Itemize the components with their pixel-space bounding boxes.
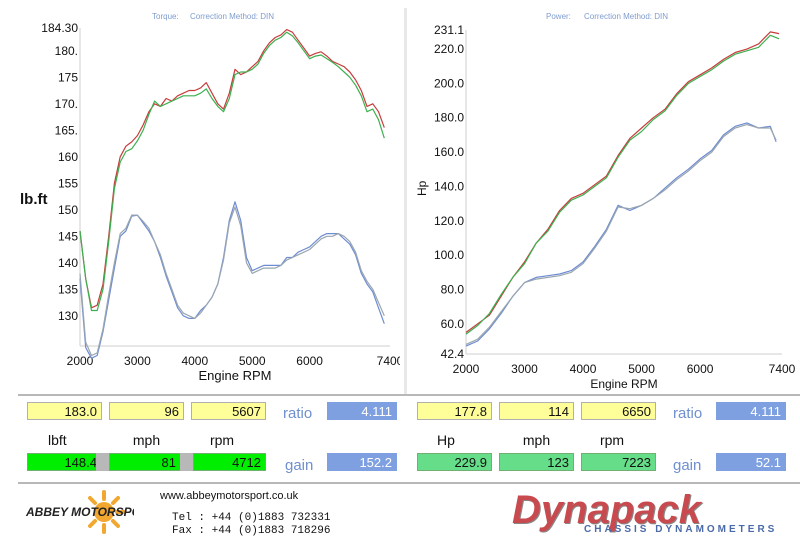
torque-header: lbft [48,432,67,448]
x-tick-label: 7400 [769,362,796,376]
y-tick-label: 220.0 [434,42,464,56]
y-tick-label: 180.0 [434,111,464,125]
y-tick-label: 150 [58,203,78,217]
power-header: Hp [437,432,455,448]
x-axis-label: Engine RPM [199,368,272,383]
peak-power-value: 177.8 [417,402,492,420]
current-rpm-value: 4712 [193,453,266,471]
x-tick-label: 6000 [687,362,714,376]
y-tick-label: 100.0 [434,248,464,262]
fax: Fax : +44 (0)1883 718296 [172,525,331,537]
peak-power-rpm-value: 6650 [581,402,656,420]
y-tick-label: 120.0 [434,214,464,228]
current-mph-value: 123 [499,453,574,471]
series-line-run1-green [465,34,780,335]
gain-value: 152.2 [327,453,397,471]
peak-power-mph-value: 114 [499,402,574,420]
current-rpm-value: 7223 [581,453,656,471]
mph-header: mph [522,432,551,448]
x-tick-label: 2000 [453,362,480,376]
separator-block [96,453,109,471]
ratio-label: ratio [283,405,313,422]
chart-title-prefix: Torque: [152,12,179,21]
rpm-header: rpm [209,432,235,448]
y-axis-label: lb.ft [20,191,48,208]
results-bottom-rule [18,482,800,484]
torque-chart: Torque: Correction Method: DIN 184.30 180. 1… [20,12,400,383]
mph-header: mph [132,432,161,448]
rpm-header: rpm [599,432,625,448]
y-tick-label: 60.0 [441,317,465,331]
x-tick-label: 7400 [377,354,400,368]
chart-title-method: Correction Method: DIN [584,12,668,21]
x-tick-label: 4000 [570,362,597,376]
x-tick-label: 5000 [628,362,655,376]
gain-label: gain [285,457,314,474]
peak-torque-mph-value: 96 [109,402,184,420]
y-tick-label: 180. [55,44,78,58]
y-tick-label: 140 [58,256,78,270]
dynapack-tagline: CHASSIS DYNAMOMETERS [584,524,778,535]
y-tick-label: 175 [58,70,78,84]
x-tick-label: 4000 [181,354,208,368]
x-tick-label: 2000 [67,354,94,368]
dynapack-logo: Dynapack [512,488,701,532]
y-tick-label: 80.0 [441,282,465,296]
gain-label: gain [673,457,702,474]
peak-torque-rpm-value: 5607 [191,402,266,420]
y-tick-label: 165. [55,123,78,137]
chart-divider [404,8,407,396]
website-link[interactable]: www.abbeymotorsport.co.uk [160,490,299,502]
y-tick-label: 170. [55,97,78,111]
ratio-value: 4.111 [716,402,786,420]
y-tick-label: 145 [58,229,78,243]
abbey-motorsport-logo: ABBEY MOTORSPORT [25,490,134,534]
x-tick-label: 3000 [511,362,538,376]
x-tick-label: 5000 [239,354,266,368]
x-tick-label: 6000 [296,354,323,368]
y-tick-label: 42.4 [441,347,465,361]
y-tick-label: 140.0 [434,179,464,193]
x-axis-label: Engine RPM [590,377,657,391]
y-tick-label: 160 [58,150,78,164]
y-tick-label: 231.1 [434,23,464,37]
series-line-run1-red [79,29,385,309]
y-tick-label: 184.30 [41,21,78,35]
y-tick-label: 160.0 [434,145,464,159]
y-tick-label: 130 [58,309,78,323]
gain-value: 52.1 [716,453,786,471]
series-line-run2-gray [79,206,385,357]
results-top-rule [18,394,800,396]
peak-torque-value: 183.0 [27,402,102,420]
separator-block [180,453,193,471]
y-tick-label: 200.0 [434,76,464,90]
series-line-run1-red [465,31,780,333]
current-power-value: 229.9 [417,453,492,471]
y-tick-label: 155 [58,176,78,190]
footer-company-panel [18,487,394,542]
chart-title-prefix: Power: [546,12,571,21]
x-tick-label: 3000 [124,354,151,368]
current-mph-value: 81 [109,453,181,471]
series-line-run2-gray [465,123,777,345]
chart-title-method: Correction Method: DIN [190,12,274,21]
ratio-value: 4.111 [327,402,397,420]
series-line-run2-blue [465,122,777,347]
telephone: Tel : +44 (0)1883 732331 [172,512,331,524]
series-line-run2-blue [79,201,385,359]
logo-text: ABBEY MOTORSPORT [25,505,134,519]
ratio-label: ratio [673,405,703,422]
series-line-run1-green [79,31,385,312]
y-tick-label: 135 [58,282,78,296]
y-axis-label: Hp [415,180,429,196]
power-chart: Power: Correction Method: DIN 231.1 220.0 20… [415,12,796,391]
current-torque-value: 148.4 [27,453,102,471]
